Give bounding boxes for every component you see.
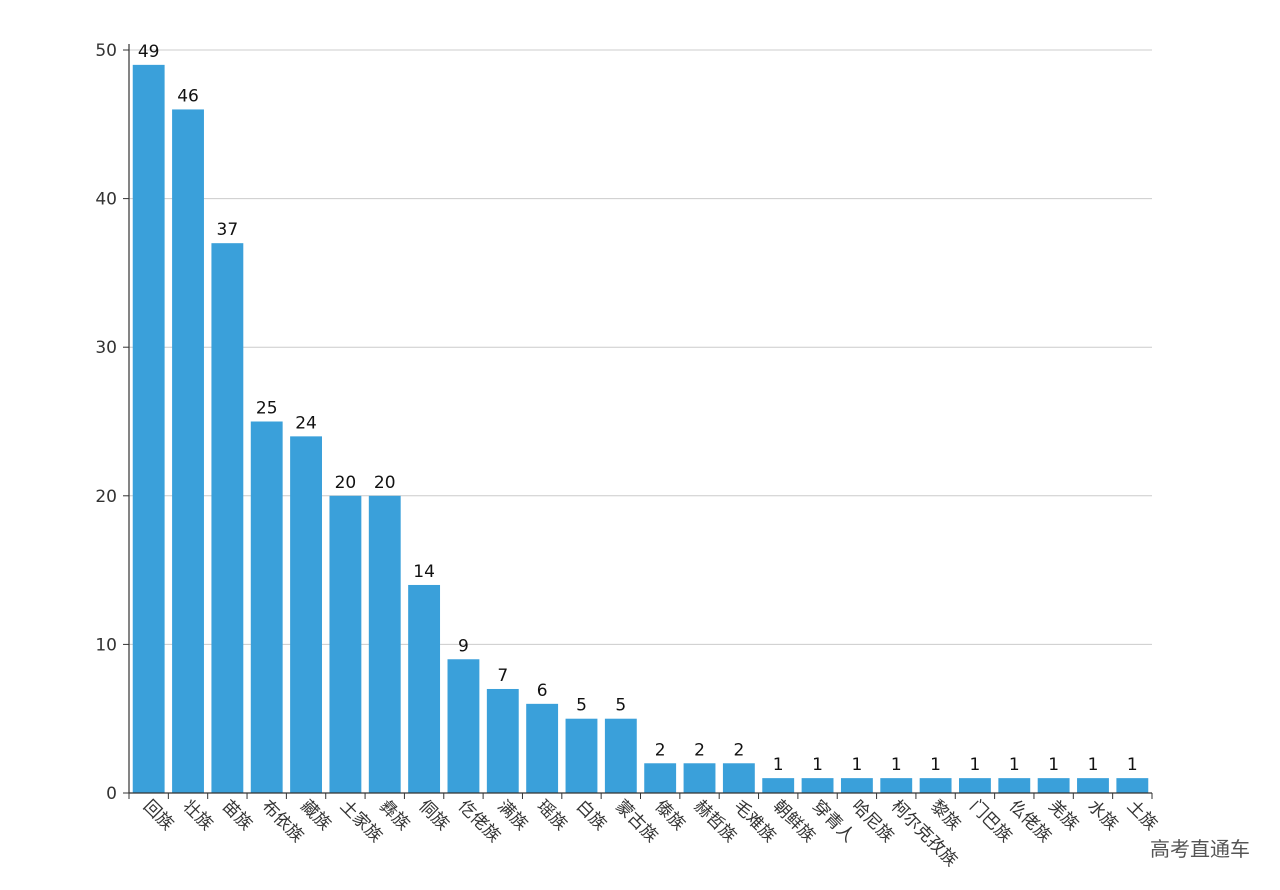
bar-value-label: 2	[655, 740, 666, 760]
bar	[290, 436, 322, 793]
bar-value-label: 46	[177, 86, 199, 106]
bar	[1037, 778, 1070, 793]
bar	[998, 778, 1031, 793]
x-category-label: 穿青人	[808, 796, 858, 846]
bar-value-label: 1	[891, 755, 902, 775]
bar	[329, 495, 362, 793]
x-category-label: 赫哲族	[690, 796, 740, 846]
bar-value-label: 24	[295, 413, 317, 433]
x-category-label: 仡佬族	[454, 796, 504, 846]
x-category-label: 水族	[1083, 796, 1121, 834]
axes	[123, 44, 1153, 799]
bar	[486, 688, 519, 793]
bar-value-label: 20	[374, 473, 396, 493]
y-tick-label: 50	[95, 41, 117, 61]
x-category-label: 白族	[572, 796, 610, 834]
bar	[801, 778, 834, 793]
bar	[959, 778, 991, 793]
bar	[762, 778, 795, 793]
bar-value-label: 25	[256, 399, 278, 419]
bar	[368, 495, 401, 793]
x-category-label: 土族	[1123, 796, 1161, 834]
x-category-label: 苗族	[218, 796, 256, 834]
bar-value-label: 2	[733, 740, 744, 760]
bar-value-label: 7	[497, 666, 508, 686]
bar-value-label: 9	[458, 636, 469, 656]
bar-value-label: 14	[413, 562, 435, 582]
bar-value-label: 6	[537, 681, 548, 701]
bar	[683, 763, 716, 793]
x-category-label: 蒙古族	[611, 796, 661, 846]
bar-value-label: 2	[694, 740, 705, 760]
watermark-text: 高考直通车	[1150, 837, 1250, 861]
x-category-label: 回族	[139, 796, 177, 834]
x-category-label: 毛难族	[729, 796, 779, 846]
bar	[172, 109, 204, 793]
bar	[1077, 778, 1109, 793]
x-category-label: 朝鲜族	[769, 796, 819, 846]
bar	[604, 718, 637, 793]
bar	[526, 703, 559, 793]
bar-value-label: 1	[930, 755, 941, 775]
bar-value-label: 1	[1088, 755, 1099, 775]
bar	[447, 659, 480, 793]
bar	[919, 778, 952, 793]
bar	[250, 421, 283, 793]
y-tick-label: 30	[95, 338, 117, 358]
bar	[565, 718, 598, 793]
bar-value-label: 1	[851, 755, 862, 775]
bar-value-label: 1	[1009, 755, 1020, 775]
x-category-label: 门巴族	[965, 796, 1015, 846]
y-tick-label: 10	[95, 635, 117, 655]
x-category-label: 哈尼族	[847, 796, 897, 846]
bar-value-label: 1	[773, 755, 784, 775]
bar-value-label: 1	[970, 755, 981, 775]
bars	[132, 64, 1149, 794]
x-category-label: 土家族	[336, 796, 386, 846]
x-category-label: 侗族	[415, 796, 453, 834]
bar-value-label: 1	[812, 755, 823, 775]
bar	[880, 778, 913, 793]
bar	[211, 243, 244, 793]
bar	[408, 584, 441, 793]
x-category-label: 仫佬族	[1005, 796, 1055, 846]
x-category-label: 布依族	[257, 796, 307, 846]
x-category-label: 瑶族	[533, 796, 571, 834]
bar-value-label: 5	[576, 696, 587, 716]
x-category-label: 壮族	[178, 796, 216, 834]
y-tick-label: 0	[106, 784, 117, 804]
bar-value-label: 37	[217, 220, 239, 240]
bar	[840, 778, 873, 793]
bar-value-label: 20	[335, 473, 357, 493]
y-tick-label: 40	[95, 190, 117, 210]
bar	[1116, 778, 1149, 793]
y-tick-label: 20	[95, 487, 117, 507]
bar-value-label: 1	[1127, 755, 1138, 775]
bar-value-label: 5	[615, 696, 626, 716]
bar	[132, 64, 165, 794]
bar-value-label: 1	[1048, 755, 1059, 775]
bar	[722, 763, 755, 793]
bar-value-label: 49	[138, 42, 160, 62]
bar	[644, 763, 677, 793]
